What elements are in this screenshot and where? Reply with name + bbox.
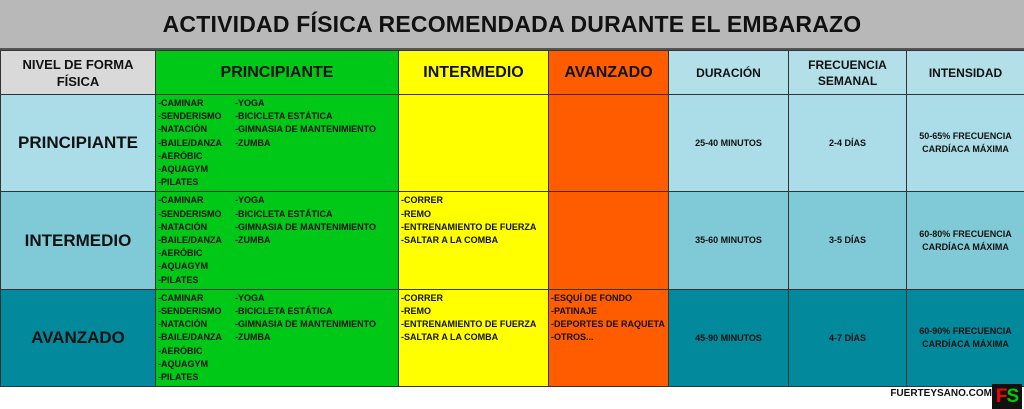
- intermedio-activities: -CORRER -REMO -ENTRENAMIENTO DE FUERZA -SAL…: [398, 288, 549, 388]
- principiante-activities: -CAMINAR -SENDERISMO -NATACIÓN -BAILE/DANZA…: [155, 93, 399, 193]
- activity-item: -ENTRENAMIENTO DE FUERZA: [401, 221, 537, 232]
- activity-item: -GIMNASIA DE MANTENIMIENTO: [235, 221, 376, 232]
- activity-item: -PILATES: [158, 372, 199, 383]
- table-row: PRINCIPIANTE -CAMINAR -SENDERISMO -NATACIÓN…: [0, 93, 1024, 193]
- activity-item: -AERÓBIC: [158, 248, 203, 259]
- activity-item: -YOGA: [235, 98, 265, 108]
- row-duracion: 45-90 MINUTOS: [668, 288, 789, 388]
- avanzado-activities: -ESQUÍ DE FONDO -PATINAJE -DEPORTES DE RAQ…: [548, 288, 669, 388]
- activity-item: -ESQUÍ DE FONDO: [551, 292, 633, 303]
- avanzado-activities: [548, 93, 669, 193]
- row-intensidad: 60-80% FRECUENCIA CARDÍACA MÁXIMA: [906, 191, 1024, 290]
- activity-item: -OTROS...: [551, 332, 594, 343]
- page-title: ACTIVIDAD FÍSICA RECOMENDADA DURANTE EL …: [0, 0, 1024, 50]
- activity-item: -REMO: [401, 208, 431, 219]
- activity-item: -REMO: [401, 306, 431, 317]
- header-nivel: NIVEL DE FORMA FÍSICA: [0, 50, 156, 95]
- activity-item: -CORRER: [401, 195, 443, 206]
- activity-item: -PATINAJE: [551, 306, 598, 317]
- activity-item: -BICICLETA ESTÁTICA: [235, 111, 333, 122]
- activity-item: -ENTRENAMIENTO DE FUERZA: [401, 319, 537, 330]
- header-duracion: DURACIÓN: [668, 50, 789, 95]
- intermedio-activities: [398, 93, 549, 193]
- activity-item: -BAILE/DANZA: [158, 137, 222, 148]
- row-frecuencia: 4-7 DÍAS: [788, 288, 907, 388]
- header-intermedio: INTERMEDIO: [398, 50, 549, 95]
- activity-item: -PILATES: [158, 177, 199, 188]
- avanzado-activities: [548, 191, 669, 290]
- row-duracion: 35-60 MINUTOS: [668, 191, 789, 290]
- activity-table: NIVEL DE FORMA FÍSICA PRINCIPIANTE INTER…: [0, 50, 1024, 388]
- activity-item: -BAILE/DANZA: [158, 332, 222, 343]
- activity-item: -NATACIÓN: [158, 221, 208, 232]
- activity-item: -AQUAGYM: [158, 261, 208, 272]
- activity-item: -AERÓBIC: [158, 345, 203, 356]
- activity-item: -AERÓBIC: [158, 150, 203, 161]
- row-level: PRINCIPIANTE: [0, 93, 156, 193]
- activity-item: -SENDERISMO: [158, 111, 222, 122]
- activity-item: -NATACIÓN: [158, 319, 208, 330]
- activity-item: -DEPORTES DE RAQUETA: [551, 319, 665, 330]
- activity-item: -CAMINAR: [158, 98, 204, 108]
- activity-item: -YOGA: [235, 292, 265, 303]
- row-frecuencia: 2-4 DÍAS: [788, 93, 907, 193]
- row-intensidad: 50-65% FRECUENCIA CARDÍACA MÁXIMA: [906, 93, 1024, 193]
- activity-item: -PILATES: [158, 274, 199, 285]
- activity-item: -AQUAGYM: [158, 358, 208, 369]
- activity-item: -ZUMBA: [235, 332, 271, 343]
- activity-item: -GIMNASIA DE MANTENIMIENTO: [235, 124, 376, 135]
- activity-item: -YOGA: [235, 195, 265, 206]
- activity-item: -CAMINAR: [158, 292, 204, 303]
- activity-item: -ZUMBA: [235, 137, 271, 148]
- activity-item: -BICICLETA ESTÁTICA: [235, 306, 333, 317]
- activity-item: -CAMINAR: [158, 195, 204, 206]
- header-avanzado: AVANZADO: [548, 50, 669, 95]
- row-frecuencia: 3-5 DÍAS: [788, 191, 907, 290]
- activity-item: -SALTAR A LA COMBA: [401, 235, 499, 246]
- table-row: INTERMEDIO -CAMINAR -SENDERISMO -NATACIÓN -B…: [0, 191, 1024, 290]
- header-principiante: PRINCIPIANTE: [155, 50, 399, 95]
- header-intensidad: INTENSIDAD: [906, 50, 1024, 95]
- table-row: AVANZADO -CAMINAR -SENDERISMO -NATACIÓN -BAI…: [0, 288, 1024, 388]
- principiante-activities: -CAMINAR -SENDERISMO -NATACIÓN -BAILE/DANZA…: [155, 191, 399, 290]
- footer-site: FUERTEYSANO.COM: [890, 388, 992, 399]
- activity-item: -BICICLETA ESTÁTICA: [235, 208, 333, 219]
- activity-item: -SENDERISMO: [158, 306, 222, 317]
- activity-item: -NATACIÓN: [158, 124, 208, 135]
- principiante-activities: -CAMINAR -SENDERISMO -NATACIÓN -BAILE/DANZA…: [155, 288, 399, 388]
- header-frecuencia: FRECUENCIA SEMANAL: [788, 50, 907, 95]
- activity-item: -GIMNASIA DE MANTENIMIENTO: [235, 319, 376, 330]
- activity-item: -AQUAGYM: [158, 164, 208, 175]
- activity-item: -ZUMBA: [235, 235, 271, 246]
- row-level: AVANZADO: [0, 288, 156, 388]
- activity-item: -SALTAR A LA COMBA: [401, 332, 499, 343]
- row-duracion: 25-40 MINUTOS: [668, 93, 789, 193]
- activity-item: -BAILE/DANZA: [158, 235, 222, 246]
- row-intensidad: 60-90% FRECUENCIA CARDÍACA MÁXIMA: [906, 288, 1024, 388]
- intermedio-activities: -CORRER -REMO -ENTRENAMIENTO DE FUERZA -SAL…: [398, 191, 549, 290]
- row-level: INTERMEDIO: [0, 191, 156, 290]
- activity-item: -CORRER: [401, 292, 443, 303]
- header-row: NIVEL DE FORMA FÍSICA PRINCIPIANTE INTER…: [0, 50, 1024, 95]
- activity-item: -SENDERISMO: [158, 208, 222, 219]
